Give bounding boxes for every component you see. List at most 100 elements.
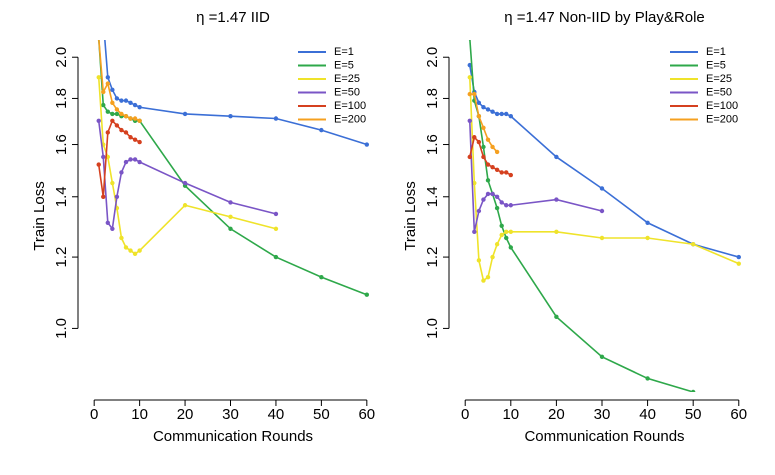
y-tick-label: 1.8: [424, 88, 441, 109]
series-line: [97, 120, 277, 231]
x-tick-label: 20: [548, 406, 565, 423]
y-tick-label: 1.4: [424, 186, 441, 207]
legend-label: E=100: [706, 100, 738, 112]
data-point: [319, 127, 324, 133]
x-tick-label: 0: [461, 406, 469, 423]
legend-label: E=50: [706, 86, 732, 98]
data-point: [110, 180, 115, 186]
y-axis-label: Train Loss: [31, 181, 48, 250]
data-point: [494, 242, 500, 247]
data-point: [364, 142, 370, 147]
data-point: [485, 107, 491, 112]
data-point: [481, 197, 486, 202]
data-point: [508, 245, 514, 250]
series-line: [98, 40, 368, 296]
data-point: [132, 251, 138, 257]
legend-label: E=200: [706, 113, 738, 125]
y-tick-label: 1.6: [53, 134, 70, 155]
series-line: [97, 119, 140, 197]
data-point: [485, 178, 491, 183]
y-tick-label: 1.0: [53, 318, 70, 339]
legend-label: E=25: [706, 73, 732, 85]
data-point: [485, 137, 491, 142]
x-tick-label: 40: [268, 406, 285, 423]
data-point: [690, 242, 696, 247]
data-point: [467, 154, 472, 160]
y-axis-label: Train Loss: [402, 181, 419, 250]
data-point: [132, 102, 138, 108]
x-axis-label: Communication Rounds: [524, 428, 684, 445]
data-point: [114, 111, 120, 117]
data-point: [472, 91, 477, 97]
data-point: [504, 235, 509, 241]
legend-label: E=25: [334, 73, 360, 85]
data-point: [476, 100, 482, 106]
data-point: [504, 111, 509, 117]
data-point: [476, 208, 482, 214]
data-point: [114, 96, 120, 101]
data-point: [137, 248, 142, 253]
data-point: [105, 130, 111, 135]
chart-title: η =1.47 Non-IID by Play&Role: [504, 9, 705, 26]
data-point: [599, 186, 605, 191]
data-point: [132, 137, 138, 142]
data-point: [499, 170, 504, 175]
data-point: [690, 389, 696, 392]
x-tick-label: 50: [313, 406, 330, 423]
data-point: [128, 135, 133, 140]
data-point: [481, 154, 486, 160]
data-point: [490, 164, 495, 170]
data-point: [114, 123, 120, 128]
series-line: [468, 135, 512, 176]
y-tick-label: 1.2: [53, 247, 70, 268]
data-point: [97, 40, 100, 41]
data-point: [490, 109, 495, 114]
data-point: [481, 105, 486, 110]
data-point: [273, 211, 279, 217]
chart-title: η =1.47 IID: [196, 9, 270, 26]
data-point: [105, 81, 111, 86]
data-point: [119, 235, 124, 241]
data-point: [599, 235, 605, 241]
data-point: [490, 191, 495, 197]
data-point: [128, 100, 133, 106]
data-point: [123, 245, 129, 250]
data-point: [132, 116, 138, 121]
data-point: [273, 116, 279, 121]
x-axis-label: Communication Rounds: [153, 428, 313, 445]
x-tick-label: 30: [222, 406, 239, 423]
data-point: [599, 208, 605, 214]
legend-label: E=5: [706, 59, 726, 71]
data-point: [228, 114, 233, 119]
data-point: [504, 229, 509, 235]
data-point: [97, 40, 100, 41]
data-point: [490, 254, 495, 260]
data-point: [494, 167, 500, 172]
data-point: [481, 144, 486, 150]
data-point: [508, 229, 514, 235]
data-point: [96, 118, 101, 124]
data-point: [490, 144, 495, 150]
data-point: [182, 203, 188, 208]
data-point: [119, 127, 124, 133]
data-point: [123, 98, 129, 103]
data-point: [182, 111, 188, 117]
data-point: [119, 98, 124, 103]
x-tick-label: 0: [90, 406, 98, 423]
y-tick-label: 1.2: [424, 247, 441, 268]
data-point: [123, 130, 129, 135]
x-tick-label: 10: [502, 406, 519, 423]
data-point: [554, 154, 559, 160]
data-point: [137, 159, 142, 165]
data-point: [504, 203, 509, 208]
data-point: [101, 102, 106, 108]
data-point: [467, 75, 472, 80]
data-point: [110, 100, 115, 106]
data-point: [508, 203, 514, 208]
data-point: [101, 89, 106, 95]
plot-area: [96, 40, 370, 297]
series-line: [468, 120, 603, 233]
data-point: [499, 232, 504, 238]
